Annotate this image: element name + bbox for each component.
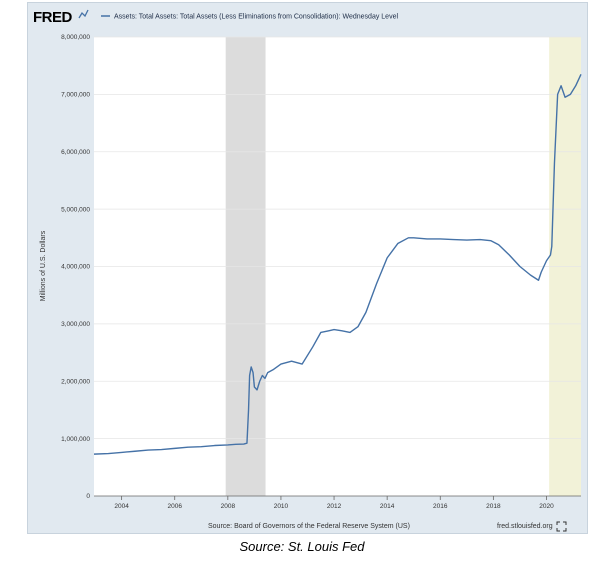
y-axis-ticks: 0 1,000,000 2,000,000 3,000,000 4,000,000 5,0… <box>61 34 90 500</box>
y-tick-label: 4,000,000 <box>61 264 90 271</box>
y-tick-label: 8,000,000 <box>61 34 90 41</box>
y-tick-label: 1,000,000 <box>61 436 90 443</box>
series-layer <box>93 73 582 455</box>
x-tick-label: 2006 <box>167 503 182 510</box>
fred-sparkline-icon <box>78 9 89 19</box>
x-tick-label: 2014 <box>380 503 395 510</box>
y-tick-label: 0 <box>86 493 90 500</box>
y-tick-label: 3,000,000 <box>61 321 90 328</box>
figure-caption: Source: St. Louis Fed <box>239 539 365 554</box>
site-link[interactable]: fred.stlouisfed.org <box>497 523 553 530</box>
x-tick-label: 2018 <box>486 503 501 510</box>
y-tick-label: 6,000,000 <box>61 149 90 156</box>
fred-logo[interactable]: FRED <box>33 9 73 26</box>
y-tick-label: 2,000,000 <box>61 378 90 385</box>
y-tick-label: 5,000,000 <box>61 206 90 213</box>
series-line <box>93 73 582 455</box>
x-tick-label: 2012 <box>327 503 342 510</box>
expand-icon[interactable] <box>556 521 567 532</box>
x-axis-ticks: 2004 2006 2008 2010 2012 2014 2016 2018 2020 <box>114 496 554 510</box>
series-title: Assets: Total Assets: Total Assets (Less… <box>114 14 398 21</box>
source-note: Source: Board of Governors of the Federa… <box>208 523 410 530</box>
x-tick-label: 2008 <box>221 503 236 510</box>
chart-svg: FRED Assets: Total Assets: Total Assets … <box>33 9 582 532</box>
x-tick-label: 2020 <box>539 503 554 510</box>
grid-lines <box>94 36 581 440</box>
x-tick-label: 2016 <box>433 503 448 510</box>
x-tick-label: 2004 <box>114 503 129 510</box>
x-tick-label: 2010 <box>274 503 289 510</box>
y-axis-label: Millions of U.S. Dollars <box>40 230 47 301</box>
y-tick-label: 7,000,000 <box>61 92 90 99</box>
